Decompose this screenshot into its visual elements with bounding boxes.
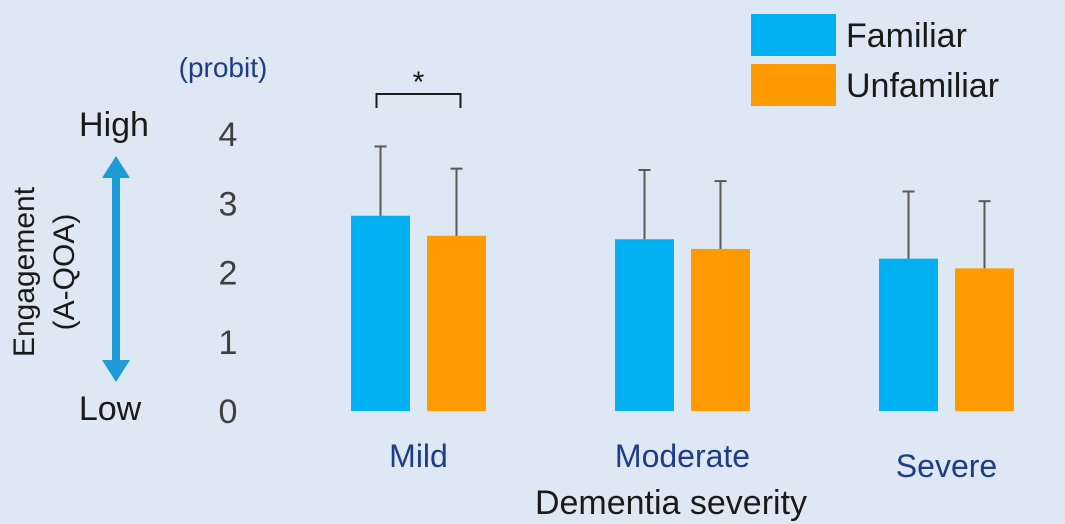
- bar-familiar-moderate: [615, 239, 674, 411]
- y-tick-label: 1: [219, 324, 238, 362]
- bar-familiar-severe: [879, 258, 938, 411]
- significance-line: [375, 93, 462, 108]
- bar-familiar-mild: [351, 215, 410, 411]
- significance-bracket: *: [375, 66, 462, 108]
- bar-unfamiliar-mild: [427, 235, 486, 411]
- y-axis-sublabel: (A-QOA): [48, 214, 81, 331]
- category-label-moderate: Moderate: [615, 438, 750, 474]
- legend-swatch-unfamiliar: [751, 64, 836, 106]
- double-arrow-icon: [102, 156, 130, 382]
- y-tick-label: 0: [219, 393, 238, 431]
- unit-label: (probit): [179, 52, 268, 83]
- significance-star: *: [413, 66, 425, 99]
- bars: [351, 145, 1014, 411]
- x-axis-label: Dementia severity: [535, 484, 807, 522]
- category-label-mild: Mild: [389, 438, 448, 474]
- legend: Familiar Unfamiliar: [751, 14, 999, 106]
- high-label: High: [79, 106, 149, 144]
- y-axis-label: Engagement: [8, 186, 41, 357]
- category-labels: Mild Moderate Severe: [389, 438, 997, 484]
- y-tick-label: 3: [219, 185, 238, 223]
- legend-swatch-familiar: [751, 14, 836, 56]
- legend-label-unfamiliar: Unfamiliar: [846, 67, 999, 105]
- y-ticks: 0 1 2 3 4: [219, 116, 238, 431]
- y-tick-label: 2: [219, 255, 238, 293]
- legend-label-familiar: Familiar: [846, 17, 967, 55]
- low-label: Low: [79, 390, 142, 428]
- category-label-severe: Severe: [896, 448, 997, 484]
- y-tick-label: 4: [219, 116, 238, 154]
- bar-unfamiliar-moderate: [691, 248, 750, 411]
- bar-unfamiliar-severe: [955, 268, 1014, 411]
